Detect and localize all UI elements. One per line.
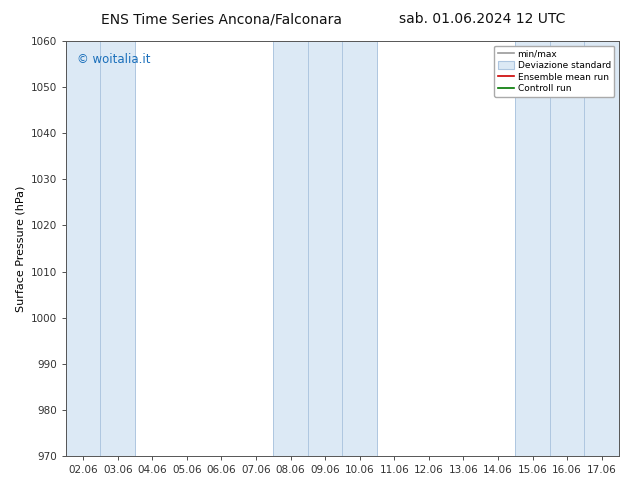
Legend: min/max, Deviazione standard, Ensemble mean run, Controll run: min/max, Deviazione standard, Ensemble m… xyxy=(494,46,614,97)
Y-axis label: Surface Pressure (hPa): Surface Pressure (hPa) xyxy=(15,185,25,312)
Text: sab. 01.06.2024 12 UTC: sab. 01.06.2024 12 UTC xyxy=(399,12,565,26)
Bar xyxy=(515,41,619,456)
Text: ENS Time Series Ancona/Falconara: ENS Time Series Ancona/Falconara xyxy=(101,12,342,26)
Bar xyxy=(66,41,135,456)
Text: © woitalia.it: © woitalia.it xyxy=(77,53,150,67)
Bar xyxy=(273,41,377,456)
